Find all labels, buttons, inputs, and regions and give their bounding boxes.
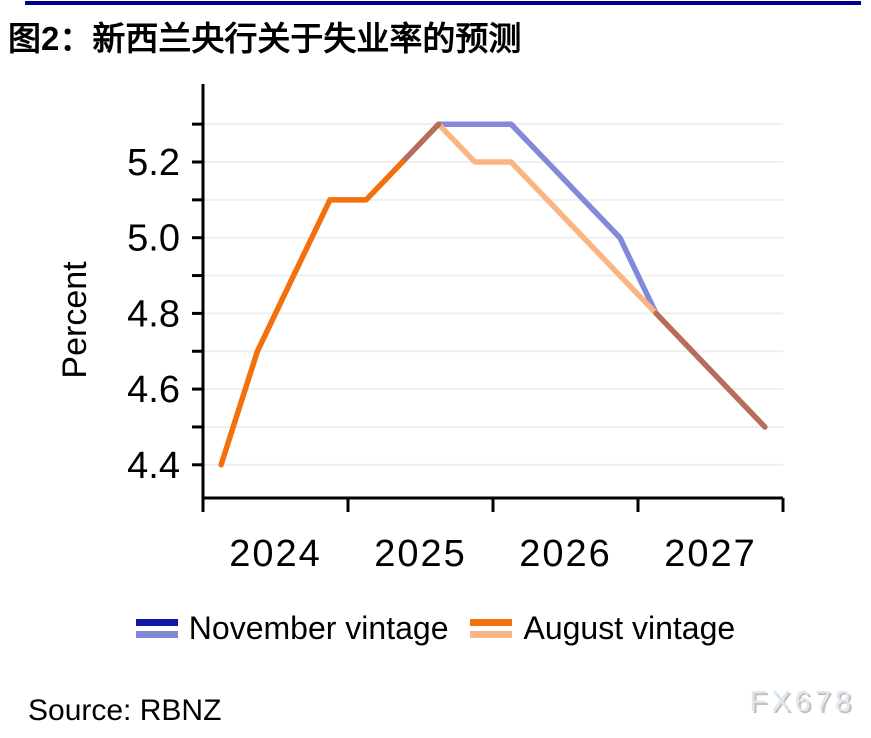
- series-lines: [218, 121, 768, 468]
- axis-labels: 4.4 4.6 4.8 5.0 5.2 2024 2025 2026 2027 Percent: [56, 142, 757, 575]
- chart-legend: November vintage August vintage: [0, 610, 871, 647]
- svg-text:5.2: 5.2: [127, 142, 180, 184]
- fx678-watermark: FX678: [749, 686, 855, 718]
- legend-item-november: November vintage: [135, 610, 449, 647]
- top-accent-bar: [25, 1, 861, 5]
- source-note: Source: RBNZ: [28, 694, 222, 727]
- legend-label-november: November vintage: [188, 610, 449, 646]
- svg-text:2024: 2024: [229, 533, 322, 575]
- svg-text:2025: 2025: [374, 533, 467, 575]
- august-line-swatch: [470, 619, 513, 638]
- axes: [192, 84, 785, 512]
- line-november-overlap: [399, 121, 442, 165]
- svg-text:5.0: 5.0: [127, 218, 180, 260]
- november-line-swatch: [135, 619, 178, 638]
- line-august-august_forecast: [435, 121, 659, 317]
- svg-text:4.4: 4.4: [127, 445, 180, 487]
- svg-text:2027: 2027: [664, 533, 757, 575]
- svg-text:4.8: 4.8: [127, 293, 180, 335]
- legend-item-august: August vintage: [470, 610, 735, 647]
- line-november-november_forecast: [435, 121, 659, 317]
- page-title: 图2：新西兰央行关于失业率的预测: [8, 20, 522, 57]
- gridlines: [203, 123, 783, 466]
- august-forecast-color-bar: [470, 631, 513, 638]
- august-actual-color-bar: [470, 619, 513, 626]
- line-august-august_actual: [218, 159, 406, 468]
- svg-text:4.6: 4.6: [127, 369, 180, 411]
- line-november-overlap: [653, 310, 768, 430]
- november-actual-color-bar: [135, 619, 178, 626]
- svg-text:2026: 2026: [519, 533, 612, 575]
- legend-label-august: August vintage: [523, 610, 736, 646]
- y-axis-title: Percent: [56, 261, 94, 379]
- november-forecast-color-bar: [135, 631, 178, 638]
